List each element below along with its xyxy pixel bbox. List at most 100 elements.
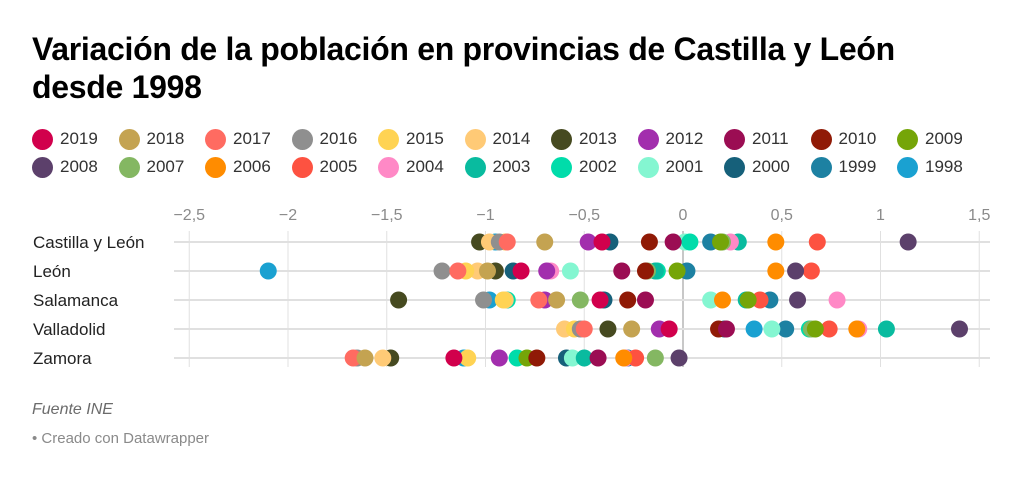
row-label-valladolid: Valladolid [33,320,105,339]
legend-label: 2007 [146,157,185,176]
legend-item-2014: 2014 [464,128,552,150]
legend-item-2015: 2015 [378,128,465,150]
dot-2016-2 [475,291,493,309]
dot-2006-4 [615,349,633,367]
legend-swatch [551,156,572,178]
legend-label: 2002 [579,157,617,176]
dot-2018-4 [356,349,374,367]
dot-2002-0 [681,233,699,251]
dot-2009-0 [712,233,730,251]
dot-2015-4 [459,349,477,367]
legend-item-1998: 1998 [897,156,984,178]
legend-item-2000: 2000 [724,156,811,178]
legend-swatch [464,128,486,150]
legend-label: 2019 [60,129,98,148]
dot-2018-0 [536,233,554,251]
dot-1998-1 [259,262,277,280]
x-tick-label: 1 [876,207,885,224]
dot-2012-4 [490,349,508,367]
source-note: Fuente INE [32,401,113,418]
legend-label: 2004 [406,157,444,176]
legend-label: 2003 [492,157,531,176]
dot-2017-0 [498,233,516,251]
dot-2019-0 [593,233,611,251]
legend-swatch [205,128,226,150]
dot-2010-4 [528,349,546,367]
dot-plot: −2,5 −2 −1,5 −1 −0,5 0 0,5 1 1,5 Castilla y León L… [33,207,990,368]
dot-2015-2 [494,291,512,309]
dot-2011-3 [717,320,735,338]
x-tick-label: −0,5 [568,207,600,224]
legend-label: 2018 [146,129,185,148]
x-tick-label: 0 [679,207,688,224]
dot-2009-3 [806,320,824,338]
dot-2009-1 [668,262,686,280]
legend: 2019 2018 2017 2016 2015 2014 2013 2012 2011 2010… [32,128,1012,178]
legend-label: 2016 [319,129,358,148]
dot-2008-4 [670,349,688,367]
dot-2018-3 [623,320,641,338]
dot-2011-1 [613,262,631,280]
legend-swatch [291,156,313,178]
dot-2018-1 [478,262,496,280]
legend-item-2013: 2013 [551,128,638,150]
legend-swatch [637,156,659,178]
legend-swatch [32,128,53,150]
x-tick-label: −1 [476,207,494,224]
dot-2019-1 [512,262,530,280]
dot-2001-2 [702,291,720,309]
legend-swatch [897,128,918,150]
legend-label: 2012 [665,129,704,148]
legend-item-2018: 2018 [118,128,206,150]
dot-2013-2 [390,291,408,309]
dot-2019-4 [445,349,463,367]
legend-item-2009: 2009 [897,128,984,150]
legend-item-2012: 2012 [637,128,725,150]
legend-label: 2009 [925,129,963,148]
dot-2017-4 [344,349,362,367]
dot-2005-3 [820,320,838,338]
legend-item-2011: 2011 [724,128,811,150]
legend-label: 2010 [838,129,877,148]
legend-label: 2015 [406,129,444,148]
legend-item-2017: 2017 [205,128,292,150]
legend-swatch [724,128,745,150]
dot-2005-0 [808,233,826,251]
legend-item-2016: 2016 [291,128,379,150]
x-tick-label: −2 [279,207,297,224]
legend-item-2008: 2008 [32,156,119,178]
dot-2011-2 [636,291,654,309]
legend-swatch [464,156,486,178]
dot-2001-1 [561,262,579,280]
dot-2008-0 [899,233,917,251]
legend-label: 1999 [838,157,877,176]
dot-2016-1 [433,262,451,280]
legend-swatch [32,156,53,178]
x-tick-label: 1,5 [968,207,990,224]
row-label-leon: León [33,262,71,281]
credit-note: • Creado con Datawrapper [32,430,210,447]
dot-2004-2 [828,291,846,309]
dot-2008-2 [789,291,807,309]
legend-item-2002: 2002 [551,156,638,178]
legend-item-1999: 1999 [810,156,898,178]
x-tick-label: −1,5 [371,207,403,224]
legend-item-2001: 2001 [637,156,725,178]
dot-2013-3 [599,320,617,338]
dot-2008-1 [787,262,805,280]
x-tick-label: −2,5 [173,207,205,224]
chart-title: Variación de la población en provincias … [32,31,895,105]
row-label-salamanca: Salamanca [33,291,119,310]
legend-swatch [724,156,745,178]
dot-2010-0 [640,233,658,251]
dot-2009-2 [739,291,757,309]
legend-item-2003: 2003 [464,156,552,178]
dot-2005-1 [802,262,820,280]
dot-2019-2 [591,291,609,309]
legend-item-2004: 2004 [378,156,465,178]
dot-2001-4 [563,349,581,367]
dot-2007-2 [571,291,589,309]
dot-2011-0 [664,233,682,251]
legend-label: 2005 [319,157,358,176]
dot-2017-1 [449,262,467,280]
